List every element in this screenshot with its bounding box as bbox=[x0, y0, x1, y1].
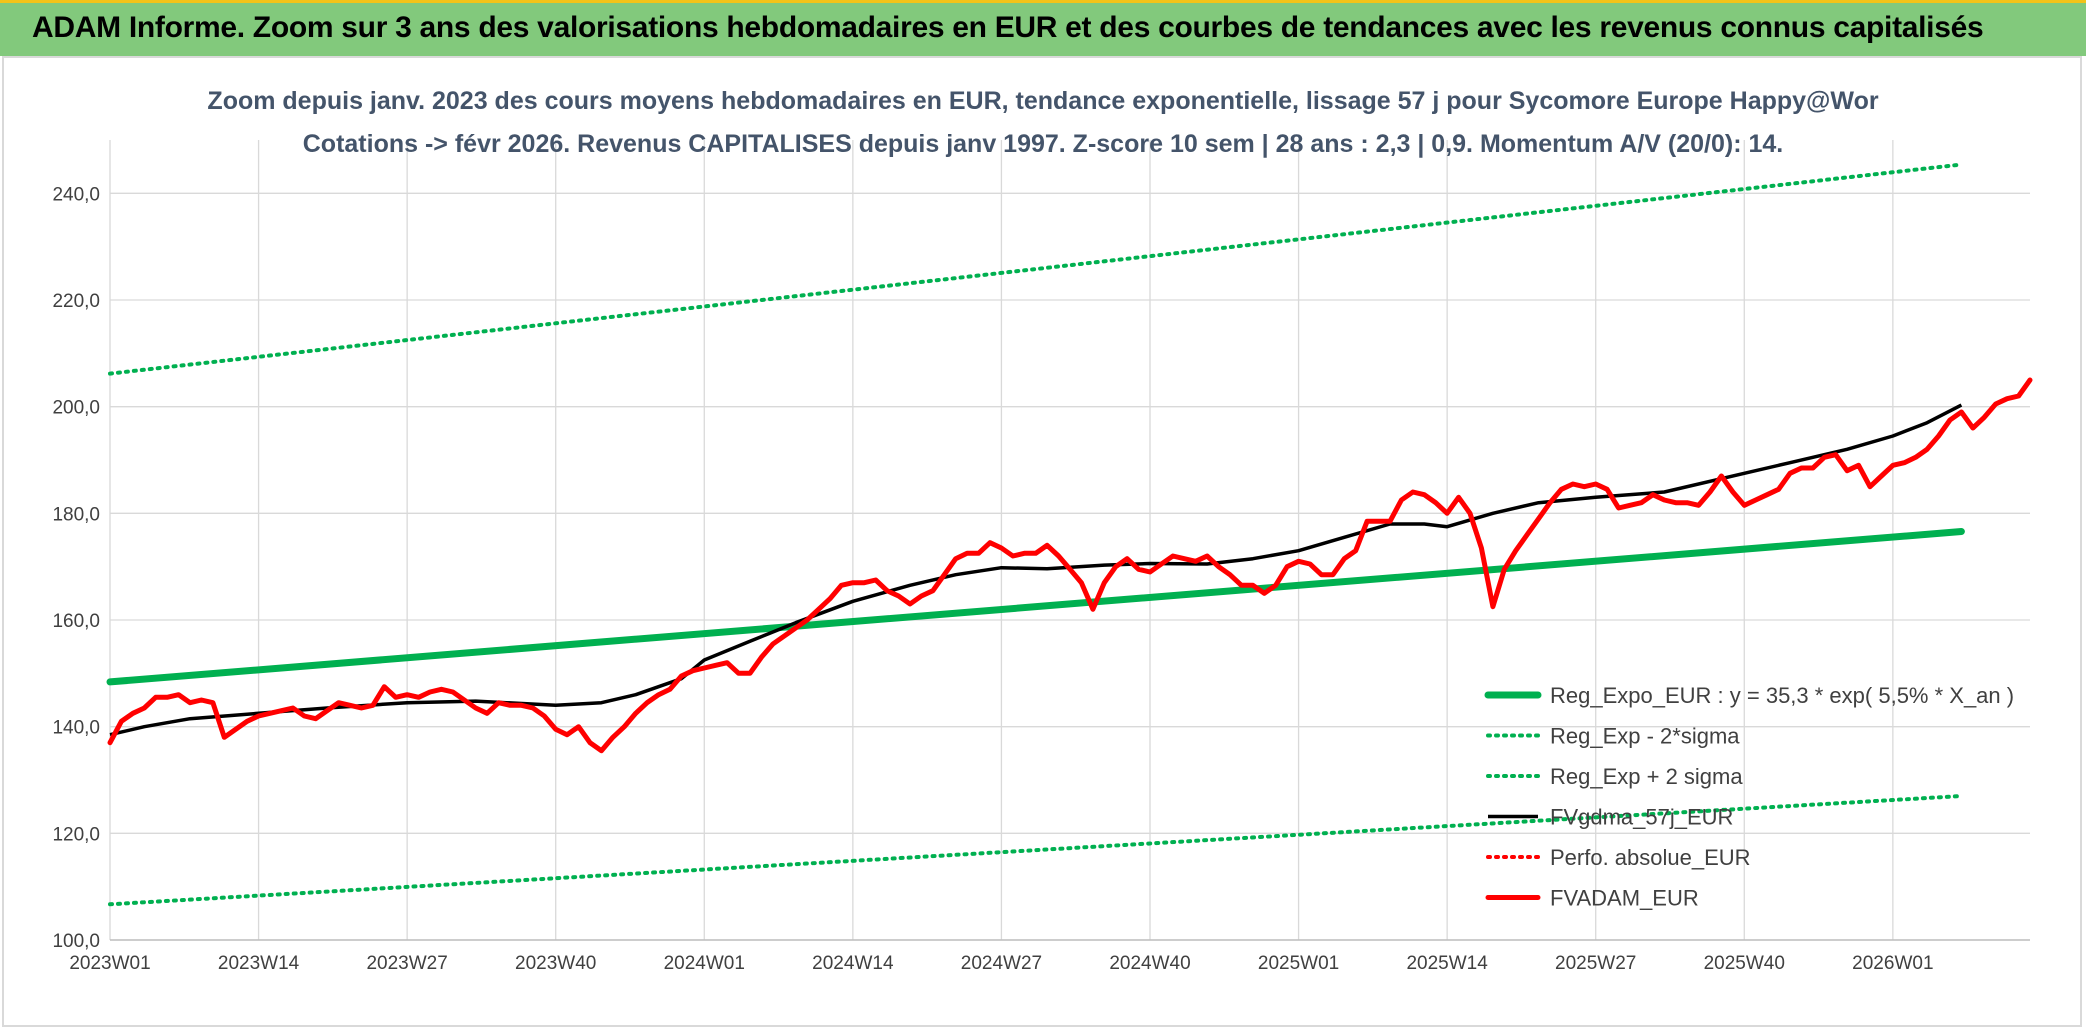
x-tick-label: 2023W01 bbox=[69, 953, 150, 974]
series-line-2 bbox=[108, 794, 1964, 907]
grid-lines bbox=[109, 140, 2030, 941]
series-lines bbox=[106, 162, 2033, 907]
x-axis-ticks: 2023W01 2023W14 2023W27 2023W40 2024W01 2024W… bbox=[69, 953, 1933, 974]
x-tick-label: 2025W40 bbox=[1704, 953, 1785, 974]
x-tick-label: 2023W40 bbox=[515, 953, 596, 974]
y-tick-label: 140,0 bbox=[52, 718, 100, 739]
y-tick-label: 240,0 bbox=[52, 184, 100, 205]
x-tick-label: 2024W27 bbox=[961, 953, 1042, 974]
title-banner: ADAM Informe. Zoom sur 3 ans des valoris… bbox=[0, 0, 2086, 56]
banner-title: ADAM Informe. Zoom sur 3 ans des valoris… bbox=[32, 11, 1984, 44]
y-tick-label: 100,0 bbox=[52, 931, 100, 952]
chart-title: Zoom depuis janv. 2023 des cours moyens … bbox=[207, 87, 1878, 115]
chart-frame bbox=[2, 56, 2082, 1027]
y-tick-label: 220,0 bbox=[52, 291, 100, 312]
series-line-1 bbox=[106, 528, 1965, 686]
legend-label-3: Reg_Exp + 2 sigma bbox=[1550, 764, 1743, 789]
legend: Reg_Expo_EUR : y = 35,3 * exp( 5,5% * X_… bbox=[1484, 683, 2014, 911]
legend-label-1: Reg_Expo_EUR : y = 35,3 * exp( 5,5% * X_… bbox=[1550, 683, 2014, 708]
x-tick-label: 2026W01 bbox=[1852, 953, 1933, 974]
y-tick-label: 200,0 bbox=[52, 398, 100, 419]
legend-label-2: Reg_Exp - 2*sigma bbox=[1550, 724, 1740, 749]
x-tick-label: 2024W14 bbox=[812, 953, 894, 974]
legend-label-4: FVgdma_57j_EUR bbox=[1550, 805, 1733, 830]
y-tick-label: 160,0 bbox=[52, 611, 100, 632]
chart-subtitle: Cotations -> févr 2026. Revenus CAPITALI… bbox=[303, 130, 1784, 158]
series-line-3 bbox=[108, 162, 1964, 376]
x-tick-label: 2024W40 bbox=[1109, 953, 1190, 974]
y-tick-label: 120,0 bbox=[52, 824, 100, 845]
y-tick-label: 180,0 bbox=[52, 504, 100, 525]
y-axis-ticks: 100,0 120,0 140,0 160,0 180,0 200,0 220,0 240,0 bbox=[52, 184, 100, 952]
x-tick-label: 2025W27 bbox=[1555, 953, 1636, 974]
x-tick-label: 2025W01 bbox=[1258, 953, 1339, 974]
legend-label-6: FVADAM_EUR bbox=[1550, 886, 1699, 911]
x-tick-label: 2024W01 bbox=[664, 953, 745, 974]
series-line-6 bbox=[107, 377, 2033, 754]
x-tick-label: 2025W14 bbox=[1406, 953, 1488, 974]
x-tick-label: 2023W27 bbox=[366, 953, 447, 974]
x-tick-label: 2023W14 bbox=[218, 953, 300, 974]
legend-label-5: Perfo. absolue_EUR bbox=[1550, 845, 1751, 870]
